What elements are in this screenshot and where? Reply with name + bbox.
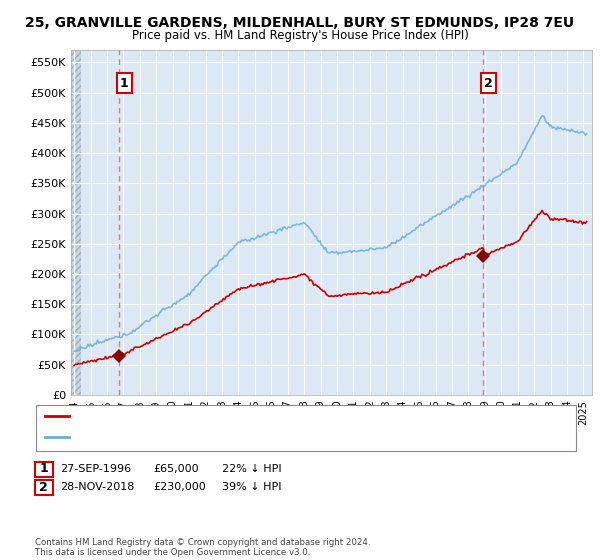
Text: 27-SEP-1996: 27-SEP-1996 [60,464,131,474]
Text: 25, GRANVILLE GARDENS, MILDENHALL, BURY ST EDMUNDS, IP28 7EU (detached house): 25, GRANVILLE GARDENS, MILDENHALL, BURY … [72,410,514,421]
Text: 2: 2 [40,480,48,494]
Text: 22% ↓ HPI: 22% ↓ HPI [222,464,281,474]
Text: 28-NOV-2018: 28-NOV-2018 [60,482,134,492]
Text: £65,000: £65,000 [153,464,199,474]
Text: 39% ↓ HPI: 39% ↓ HPI [222,482,281,492]
Text: 1: 1 [40,462,48,475]
Text: 2: 2 [484,77,493,90]
Bar [71,50,81,395]
Text: Price paid vs. HM Land Registry's House Price Index (HPI): Price paid vs. HM Land Registry's House … [131,29,469,42]
Text: 1: 1 [120,77,128,90]
Text: Contains HM Land Registry data © Crown copyright and database right 2024.
This d: Contains HM Land Registry data © Crown c… [35,538,370,557]
Text: £230,000: £230,000 [153,482,206,492]
Text: HPI: Average price, detached house, West Suffolk: HPI: Average price, detached house, West… [72,432,319,442]
Text: 25, GRANVILLE GARDENS, MILDENHALL, BURY ST EDMUNDS, IP28 7EU: 25, GRANVILLE GARDENS, MILDENHALL, BURY … [25,16,575,30]
